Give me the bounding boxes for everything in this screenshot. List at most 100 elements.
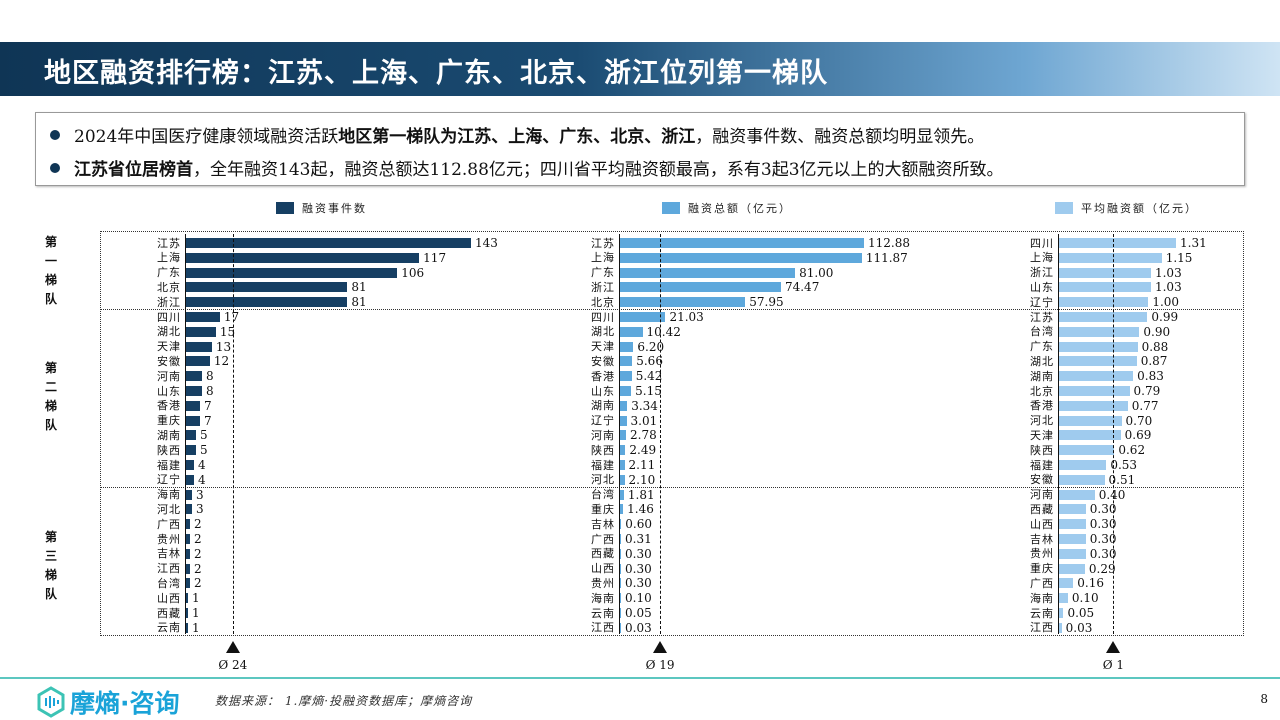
logo-text: 摩熵·咨询 (70, 689, 180, 718)
value-label: 0.99 (1151, 310, 1179, 324)
bar (620, 593, 621, 604)
value-label: 0.30 (1089, 532, 1117, 546)
category-label: 贵州 (157, 532, 181, 546)
bar (620, 282, 781, 293)
value-label: 2 (193, 576, 202, 591)
value-label: 17 (223, 310, 240, 324)
value-label: 8 (205, 384, 214, 398)
legend-label: 融资总额（亿元） (688, 202, 792, 215)
tier-3-label: 第三梯队 (44, 530, 57, 601)
value-label: 0.62 (1118, 443, 1146, 458)
bar (1059, 400, 1128, 411)
bar (186, 371, 202, 382)
category-label: 海南 (157, 488, 181, 502)
bar (620, 267, 796, 278)
bar (1059, 593, 1068, 604)
value-label: 0.88 (1141, 339, 1169, 354)
page-title: 地区融资排行榜：江苏、上海、广东、北京、浙江位列第一梯队 (44, 58, 828, 89)
category-label: 四川 (1030, 236, 1054, 250)
value-label: 2.49 (629, 443, 657, 458)
category-label: 西藏 (157, 606, 181, 620)
category-label: 辽宁 (591, 414, 615, 428)
page-number: 8 (1260, 692, 1268, 706)
value-label: 0.16 (1077, 576, 1104, 591)
bar (186, 400, 200, 411)
category-label: 吉林 (157, 547, 181, 561)
bar (620, 386, 632, 396)
category-label: 江西 (591, 621, 615, 635)
bar (620, 578, 621, 589)
average-line (232, 234, 234, 634)
y-axis (1058, 234, 1059, 634)
bar (620, 534, 621, 544)
bar (620, 460, 625, 470)
bar (1059, 356, 1137, 367)
bar (1059, 386, 1130, 396)
title-banner: 地区融资排行榜：江苏、上海、广东、北京、浙江位列第一梯队 (0, 42, 1280, 96)
value-label: 0.70 (1125, 413, 1153, 428)
value-label: 0.87 (1140, 354, 1168, 369)
category-label: 辽宁 (157, 473, 181, 487)
category-label: 江西 (1030, 621, 1054, 635)
bar (620, 326, 643, 337)
data-source: 数据来源： 1.摩熵·投融资数据库；摩熵咨询 (215, 694, 473, 708)
category-label: 香港 (1030, 399, 1054, 413)
value-label: 5 (199, 428, 208, 443)
category-label: 台湾 (591, 488, 615, 502)
value-label: 2 (193, 546, 202, 561)
bar (186, 593, 188, 604)
category-label: 云南 (1030, 606, 1054, 620)
category-label: 吉林 (1030, 532, 1054, 546)
bar (186, 267, 398, 278)
value-label: 3 (195, 487, 204, 502)
category-label: 天津 (591, 340, 615, 354)
value-label: 2.11 (628, 458, 656, 472)
value-label: 3.34 (631, 398, 658, 413)
category-label: 四川 (591, 310, 615, 324)
value-label: 0.77 (1131, 398, 1159, 413)
value-label: 1 (191, 591, 200, 606)
category-label: 福建 (1030, 458, 1054, 472)
bar (620, 430, 626, 441)
y-axis (619, 234, 620, 634)
value-label: 0.31 (625, 532, 652, 546)
value-label: 2.10 (628, 472, 656, 487)
value-label: 0.10 (1071, 591, 1099, 606)
bar (186, 386, 202, 396)
value-label: 2 (193, 532, 202, 546)
bar (186, 504, 192, 515)
tier-1-label: 第一梯队 (44, 235, 57, 306)
bar (186, 578, 190, 589)
value-label: 0.10 (625, 591, 652, 606)
value-label: 0.30 (1089, 546, 1117, 561)
category-label: 湖南 (1030, 369, 1054, 383)
text: 2024年中国医疗健康领域融资活跃 (74, 127, 339, 147)
logo: 摩熵·咨询 (36, 684, 180, 720)
value-label: 0.30 (625, 576, 652, 591)
summary-line-1: 2024年中国医疗健康领域融资活跃地区第一梯队为江苏、上海、广东、北京、浙江，融… (50, 122, 984, 147)
value-label: 5 (199, 443, 208, 458)
category-label: 广西 (157, 517, 181, 531)
bar (1059, 489, 1095, 500)
value-label: 7 (203, 398, 212, 413)
value-label: 6.20 (637, 339, 665, 354)
bar (186, 474, 194, 485)
value-label: 21.03 (669, 310, 704, 324)
bar (1059, 341, 1138, 352)
bar (620, 608, 621, 618)
legend-label: 平均融资额（亿元） (1081, 202, 1198, 215)
category-label: 上海 (591, 251, 615, 265)
value-label: 1.03 (1154, 265, 1182, 280)
average-line (660, 234, 662, 634)
category-label: 河北 (591, 473, 615, 487)
value-label: 0.79 (1133, 384, 1161, 398)
value-label: 112.88 (868, 236, 910, 250)
bar (186, 430, 196, 441)
value-label: 111.87 (865, 250, 908, 265)
bar (186, 608, 188, 618)
bar (1059, 578, 1074, 589)
category-label: 重庆 (591, 502, 615, 516)
value-label: 0.30 (625, 561, 652, 576)
bar (620, 563, 621, 574)
bar (1059, 622, 1062, 633)
